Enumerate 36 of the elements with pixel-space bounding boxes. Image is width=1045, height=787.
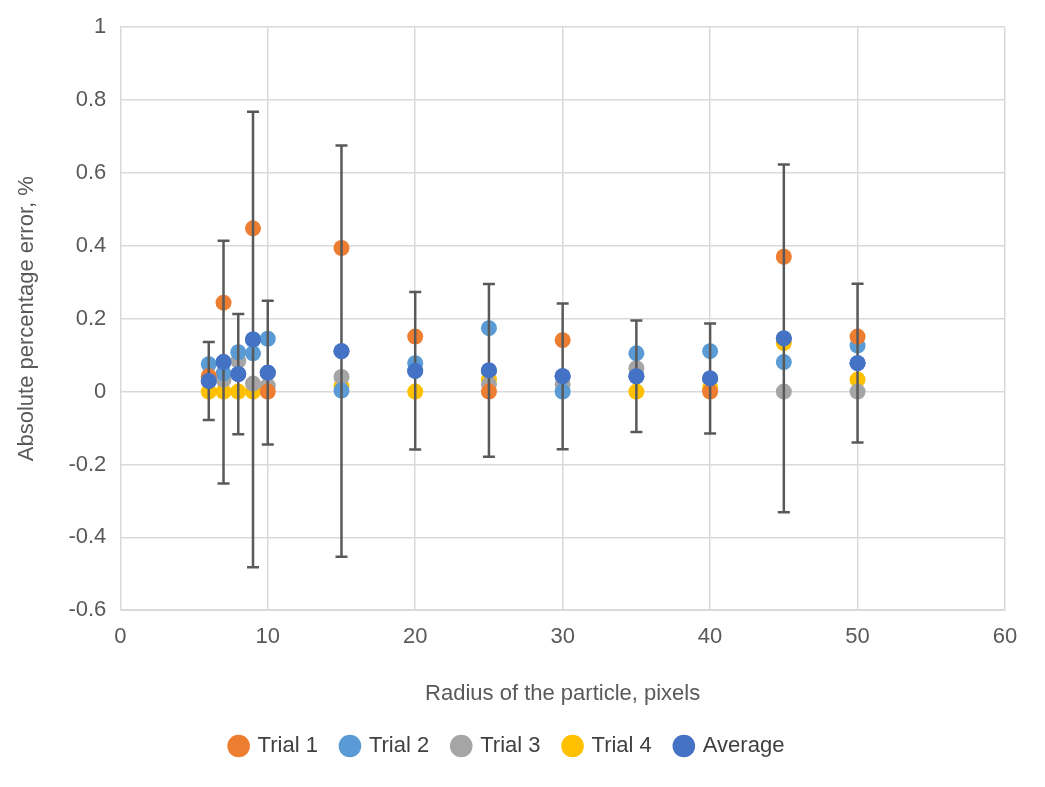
y-axis-title: Absolute percentage error, % <box>13 176 39 462</box>
legend-label: Trial 1 <box>257 732 318 758</box>
y-tick-label: -0.6 <box>68 596 107 622</box>
x-tick-label: 50 <box>845 623 870 649</box>
point <box>333 343 350 360</box>
point <box>554 368 571 385</box>
y-tick-label: 0.6 <box>75 159 107 185</box>
y-tick-label: -0.2 <box>68 450 107 476</box>
x-tick-label: 40 <box>697 623 723 649</box>
y-tick-label: -0.4 <box>68 523 107 549</box>
y-tick-label: 0 <box>94 377 107 403</box>
point <box>215 354 232 371</box>
y-tick-label: 0.4 <box>75 231 107 257</box>
point <box>407 362 424 379</box>
legend-label: Trial 3 <box>480 732 541 758</box>
legend-label: Average <box>702 732 785 758</box>
x-tick-label: 60 <box>992 623 1018 649</box>
point <box>245 331 262 348</box>
point <box>480 362 497 379</box>
point <box>200 373 217 390</box>
point <box>702 370 719 387</box>
y-tick-label: 0.2 <box>75 304 107 330</box>
point <box>628 368 645 385</box>
legend-label: Trial 2 <box>368 732 430 758</box>
point <box>259 364 276 381</box>
point <box>230 366 247 383</box>
point <box>849 355 866 372</box>
x-tick-label: 0 <box>114 623 127 649</box>
x-axis-title: Radius of the particle, pixels <box>425 679 701 705</box>
legend-label: Trial 4 <box>591 732 652 758</box>
y-tick-label: 1 <box>94 13 107 39</box>
x-tick-label: 10 <box>255 623 280 649</box>
point <box>775 330 792 347</box>
x-tick-label: 20 <box>402 623 428 649</box>
x-tick-label: 30 <box>550 623 575 649</box>
y-tick-label: 0.8 <box>75 86 107 112</box>
